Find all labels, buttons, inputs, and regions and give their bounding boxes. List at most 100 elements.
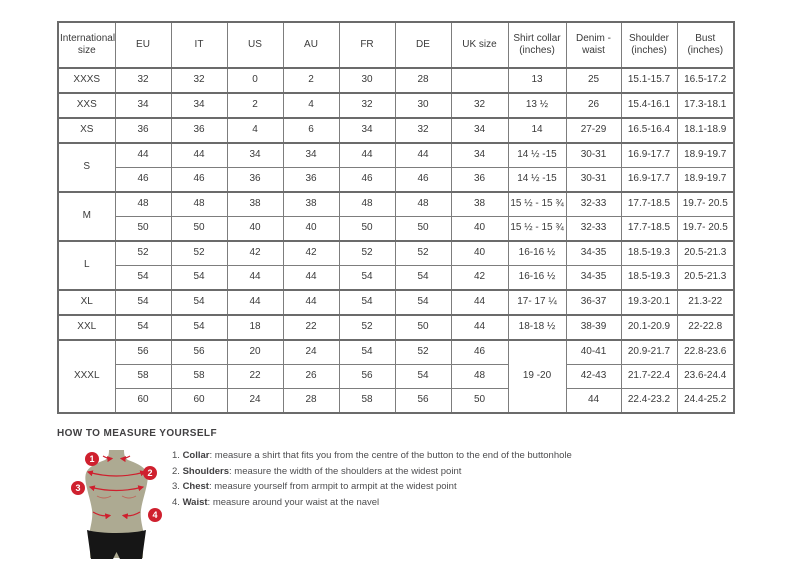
table-cell: 17.7-18.5 — [620, 191, 678, 217]
table-cell: 44 — [338, 142, 396, 168]
table-row: L 52 52 42 42 52 52 40 16-16 ½ 34-35 18.5-19.3 20.5… — [57, 240, 735, 291]
table-row: XXXS 32 32 0 2 30 28 13 25 15.1-15.7 16.5-17.2 — [57, 67, 735, 94]
table-cell: 16-16 ½ — [507, 240, 567, 266]
table-cell: 50 — [450, 388, 509, 414]
table-cell: 44 — [565, 388, 622, 414]
table-cell: 34 — [450, 142, 509, 168]
column-header: Bust (inches) — [676, 21, 735, 69]
column-header: EU — [114, 21, 172, 69]
table-cell: 54 — [114, 265, 172, 291]
table-cell: 54 — [394, 265, 452, 291]
column-header: IT — [170, 21, 228, 69]
table-cell: 34-35 — [565, 265, 622, 291]
table-cell: 6 — [282, 117, 340, 144]
table-cell: 20.5-21.3 — [676, 240, 735, 266]
table-cell: 54 — [114, 314, 172, 341]
table-cell: XS — [57, 117, 116, 144]
table-cell: 52 — [394, 240, 452, 266]
column-header: FR — [338, 21, 396, 69]
table-cell: 42-43 — [565, 364, 622, 389]
step-text: : measure yourself from armpit to armpit… — [208, 481, 457, 493]
measure-step: 4. Waist: measure around your waist at t… — [172, 495, 572, 511]
table-cell: 44 — [450, 314, 509, 341]
table-cell: 2 — [282, 67, 340, 94]
table-cell: 2 — [226, 92, 284, 119]
step-number: 3. — [172, 481, 183, 493]
table-cell: 54 — [394, 364, 452, 389]
chest-measure-line — [88, 485, 145, 492]
table-cell: 54 — [114, 289, 172, 316]
table-cell: 58 — [338, 388, 396, 414]
table-cell: 54 — [170, 314, 228, 341]
table-cell: 36 — [226, 167, 284, 193]
table-cell: 48 — [450, 364, 509, 389]
table-cell: 44 — [450, 289, 509, 316]
table-cell: 36 — [114, 117, 172, 144]
table-cell: 23.6-24.4 — [676, 364, 735, 389]
table-cell: M — [57, 191, 116, 242]
table-cell: 56 — [394, 388, 452, 414]
table-cell: 52 — [394, 339, 452, 365]
table-cell: 0 — [226, 67, 284, 94]
table-cell: 19.7- 20.5 — [676, 216, 735, 242]
table-cell: 38 — [450, 191, 509, 217]
table-cell: 48 — [170, 191, 228, 217]
table-cell: 19.7- 20.5 — [676, 191, 735, 217]
table-row: 50 50 40 40 50 50 40 15 ½ - 15 ¾ 32-33 17.7-18.5 1… — [58, 216, 735, 242]
table-row: XS 36 36 4 6 34 32 34 14 27-29 16.5-16.4 18.1-18.9 — [57, 117, 735, 144]
table-cell: 22.4-23.2 — [620, 388, 678, 414]
step-label: Shoulders — [182, 465, 230, 477]
table-row: XXL 54 54 18 22 52 50 44 18-18 ½ 38-39 20.1-20.9 22… — [57, 314, 735, 341]
table-cell: 50 — [394, 314, 452, 341]
table-cell: 40 — [282, 216, 340, 242]
table-cell: 4 — [282, 92, 340, 119]
table-cell: 22.8-23.6 — [676, 339, 735, 365]
table-cell: 26 — [565, 92, 622, 119]
table-cell: 44 — [114, 142, 172, 168]
table-cell: 34 — [226, 142, 284, 168]
table-cell: 52 — [338, 314, 396, 341]
mannequin-pants — [87, 530, 146, 559]
table-cell: 26 — [282, 364, 340, 389]
table-cell: 52 — [114, 240, 172, 266]
table-cell: 44 — [282, 265, 340, 291]
step-text: : measure the width of the shoulders at … — [229, 465, 462, 477]
collar-measure-line — [102, 455, 131, 463]
table-cell: XXXS — [57, 67, 116, 94]
column-header: Shoulder (inches) — [620, 21, 678, 69]
table-cell: 20.9-21.7 — [620, 339, 678, 365]
column-header: DE — [394, 21, 452, 69]
table-row: XL 54 54 44 44 54 54 44 17- 17 ¼ 36-37 19.3-20.1 21… — [57, 289, 735, 316]
table-cell: 32-33 — [565, 191, 622, 217]
table-cell: 20.1-20.9 — [620, 314, 678, 341]
table-cell: 18.1-18.9 — [676, 117, 735, 144]
table-cell: 32 — [114, 67, 172, 94]
header-row: International size EU IT US AU FR DE UK size Shi… — [57, 21, 735, 69]
table-cell: 42 — [450, 265, 509, 291]
column-header: UK size — [450, 21, 509, 69]
table-cell: 15.4-16.1 — [620, 92, 678, 119]
measure-step: 3. Chest: measure yourself from armpit t… — [172, 479, 572, 495]
table-cell: 17- 17 ¼ — [507, 289, 567, 316]
step-label: Chest — [182, 481, 209, 493]
table-cell: 16-16 ½ — [507, 265, 567, 291]
table-cell: 58 — [114, 364, 172, 389]
table-cell: 34 — [282, 142, 340, 168]
table-cell: 34 — [170, 92, 228, 119]
table-cell: 44 — [282, 289, 340, 316]
table-cell: 28 — [394, 67, 452, 94]
mannequin-torso — [85, 450, 148, 558]
measure-steps: 1. Collar: measure a shirt that fits you… — [172, 448, 572, 510]
measure-section-title: HOW TO MEASURE YOURSELF — [57, 428, 217, 439]
pec-seam-lines — [96, 495, 137, 499]
table-cell: 44 — [394, 142, 452, 168]
measure-badge-1: 1 — [85, 452, 99, 466]
table-cell: 16.9-17.7 — [620, 167, 678, 193]
table-cell: 16.5-17.2 — [676, 67, 735, 94]
table-cell: 56 — [114, 339, 172, 365]
table-cell: 21.7-22.4 — [620, 364, 678, 389]
table-cell: 16.5-16.4 — [620, 117, 678, 144]
table-cell: 36 — [282, 167, 340, 193]
measure-badge-4: 4 — [148, 508, 162, 522]
measure-badge-2: 2 — [143, 466, 157, 480]
